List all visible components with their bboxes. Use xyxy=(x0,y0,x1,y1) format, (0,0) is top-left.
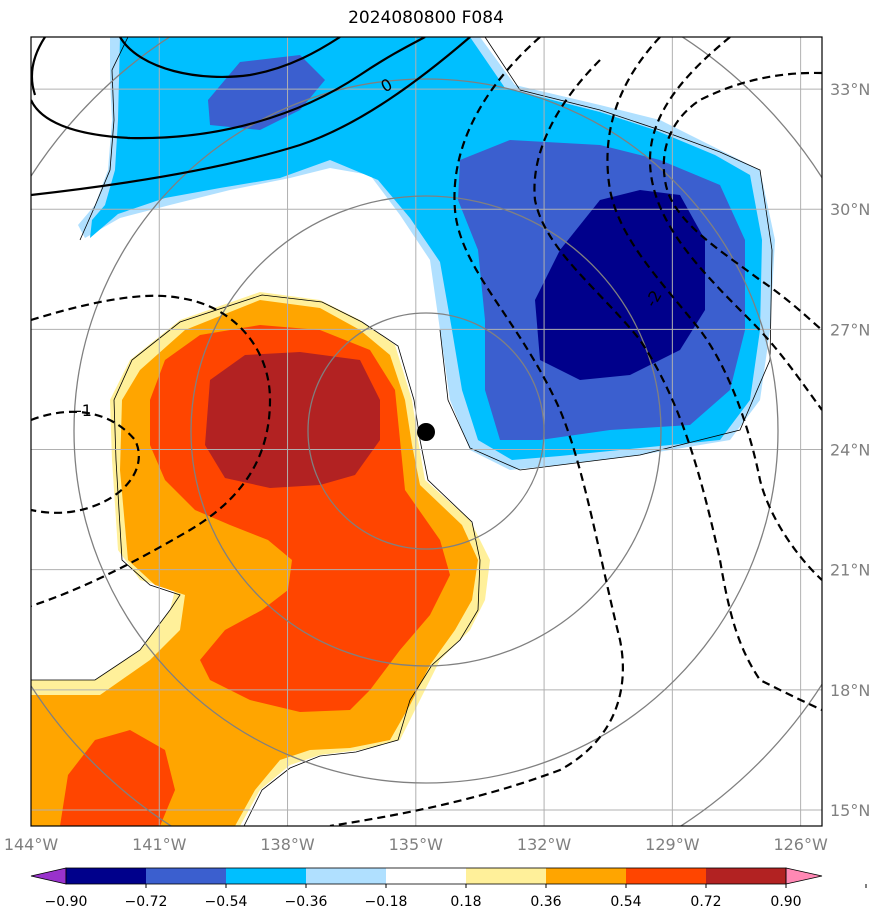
dashed-contours xyxy=(31,37,822,826)
lon-tick-label: 138°W xyxy=(260,835,315,854)
lon-tick-label: 126°W xyxy=(773,835,828,854)
colorbar: −0.90 −0.72 −0.54 −0.36 −0.18 0.18 0.36 0.54 0.7… xyxy=(30,867,867,910)
colorbar-swatch xyxy=(386,868,467,884)
colorbar-tick-label: −0.54 xyxy=(205,894,248,910)
colorbar-swatch xyxy=(146,868,227,884)
negative-anomaly-nw xyxy=(78,37,775,470)
lat-tick-label: 15°N xyxy=(830,801,870,820)
colorbar-tick-label: −0.72 xyxy=(125,894,168,910)
plot-title: 2024080800 F084 xyxy=(348,8,504,28)
contour-label-minus-one: -1 xyxy=(76,401,92,420)
colorbar-tick-label: −0.18 xyxy=(365,894,408,910)
colorbar-outline xyxy=(65,867,787,885)
colorbar-tick-label: 0.36 xyxy=(530,894,561,910)
colorbar-extend-low xyxy=(30,867,67,885)
colorbar-swatch xyxy=(546,868,627,884)
lon-tick-label: 144°W xyxy=(4,835,59,854)
colorbar-tick-label: −0.90 xyxy=(45,894,88,910)
colorbar-tick-label: 0.18 xyxy=(450,894,481,910)
colorbar-tick-label: 0.72 xyxy=(690,894,721,910)
lat-tick-label: 33°N xyxy=(830,80,870,99)
lat-tick-label: 27°N xyxy=(830,320,870,339)
colorbar-tick-label: 0.90 xyxy=(770,894,801,910)
range-rings xyxy=(31,37,822,826)
longitude-labels: 144°W 141°W 138°W 135°W 132°W 129°W 126°W xyxy=(4,835,828,854)
lon-tick-label: 132°W xyxy=(517,835,572,854)
colorbar-tick-label: −0.36 xyxy=(285,894,328,910)
lat-tick-label: 30°N xyxy=(830,200,870,219)
solid-contours xyxy=(31,37,471,197)
lon-tick-label: 129°W xyxy=(645,835,700,854)
colorbar-swatch xyxy=(626,868,707,884)
latitude-labels: 15°N 18°N 21°N 24°N 27°N 30°N 33°N xyxy=(830,80,870,820)
colorbar-swatch xyxy=(66,868,147,884)
colorbar-swatch xyxy=(706,868,787,884)
lat-tick-label: 24°N xyxy=(830,441,870,460)
storm-center-marker xyxy=(417,423,435,441)
colorbar-swatch xyxy=(226,868,307,884)
colorbar-tick-label: 0.54 xyxy=(610,894,641,910)
map-frame xyxy=(30,36,823,827)
lon-tick-label: 135°W xyxy=(389,835,444,854)
lat-tick-label: 18°N xyxy=(830,681,870,700)
colorbar-swatch xyxy=(466,868,547,884)
lon-tick-label: 141°W xyxy=(132,835,187,854)
colorbar-extend-high xyxy=(785,867,823,885)
lat-tick-label: 21°N xyxy=(830,561,870,580)
positive-anomaly-sw xyxy=(31,292,490,826)
colorbar-swatch xyxy=(306,868,387,884)
